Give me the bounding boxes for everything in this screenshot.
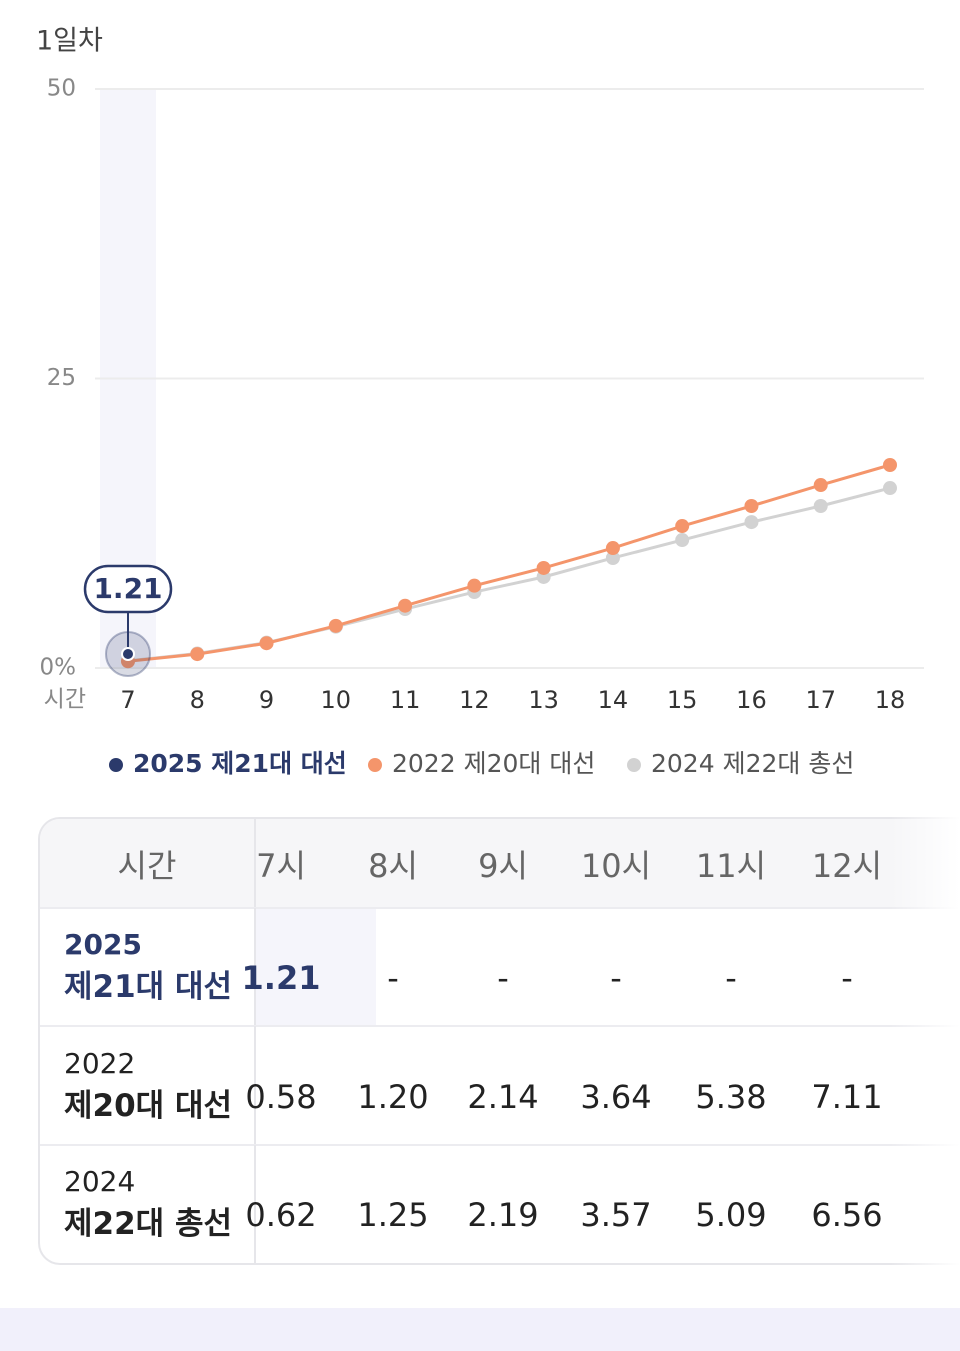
table-cell: 2.14 [467,1077,539,1116]
table-cell: 3.64 [580,1077,652,1116]
point [675,519,690,534]
x-tick-label: 7 [120,686,135,714]
header-cell: 11시 [695,846,767,885]
point [605,550,620,565]
header-cell: 9시 [478,846,528,885]
legend-label: 2024 제22대 총선 [651,749,854,778]
x-tick-label: 15 [667,686,698,714]
row-label-text: 제20대 대선 [64,1087,233,1124]
table-cell: 1.21 [241,959,321,997]
row-divider [40,907,960,909]
table-cell: 2.19 [467,1196,539,1234]
row-label-text: 2024 [64,1165,136,1198]
x-tick-label: 13 [528,686,559,714]
table-cell: 7.11 [811,1077,883,1116]
chart: 1일차 시간 0% 25 50 7 8 9 10 11 12 13 14 15 16 17 18 1.21 20… [36,26,924,778]
y-tick-label: 25 [47,365,76,391]
x-tick-label: 8 [190,686,205,714]
point [744,498,759,513]
x-tick-label: 17 [805,686,836,714]
x-tick-label: 18 [875,686,906,714]
table-cell: - [841,959,853,997]
table-cell: 0.58 [245,1077,317,1116]
series-line [127,486,891,663]
data-label: 1.21 [93,572,162,605]
table-cell: 3.57 [580,1196,652,1234]
fade [890,817,960,1265]
x-tick-label: 14 [598,686,629,714]
chart-title: 1일차 [36,26,103,57]
point [675,533,690,548]
row-divider [40,1025,960,1027]
table-cell: 1.20 [357,1077,429,1116]
callout-box [83,564,173,614]
x-tick-label: 12 [459,686,490,714]
point [883,458,897,473]
legend-label: 2025 제21대 대선 [133,749,347,778]
point [813,478,828,493]
y-tick-label: 0% [40,655,77,681]
x-tick-label: 10 [321,686,352,714]
row-label-text: 제22대 총선 [64,1206,233,1242]
table-cell: - [610,959,622,997]
header-bg [40,819,960,908]
point [744,515,759,530]
legend-swatch [368,758,382,772]
legend-swatch [109,758,123,772]
row-label: 2022 제20대 대선 [40,1026,256,1145]
table-cell: 1.25 [357,1196,429,1234]
point [605,541,620,556]
row-label-text: 제21대 대선 [64,969,233,1005]
row-label: 2024 제22대 총선 [40,1145,256,1263]
legend-swatch [627,758,641,772]
x-axis-label: 시간 [44,687,86,713]
series-line [127,463,891,663]
table-cell: 6.56 [811,1196,883,1234]
row-label-text: 2022 [64,1046,136,1080]
header-cell: 12시 [811,846,883,885]
point [259,636,274,651]
x-tick-label: 11 [390,686,421,714]
y-tick-label: 50 [47,76,76,102]
x-tick-label: 9 [259,686,274,714]
table-cell: 5.09 [695,1196,767,1234]
point [467,578,482,593]
row-label: 2025 제21대 대선 [40,908,256,1026]
point [536,560,551,575]
header-cell: 8시 [368,846,418,885]
point [398,598,413,613]
banner [0,1308,960,1351]
header-cell: 10시 [580,846,652,885]
header-cell: 7시 [256,846,306,885]
point [121,646,135,661]
table-cell: 0.62 [245,1196,317,1234]
row-divider [40,1144,960,1146]
point [190,647,205,662]
table-cell: - [497,959,509,997]
table: 시간 7시 8시 9시 10시 11시 12시 2025 제21대 대선 1.21 - - - - - 202… [38,817,960,1265]
table-cell: 5.38 [695,1077,767,1116]
highlight-cell [256,908,376,1026]
row-label-text: 2025 [64,928,142,961]
table-cell: - [387,959,399,997]
legend-label: 2022 제20대 대선 [392,749,595,778]
point [883,481,897,496]
point [328,618,343,633]
header-cell: 시간 [40,819,256,908]
x-tick-label: 16 [736,686,767,714]
table-cell: - [725,959,737,997]
point [813,498,828,513]
